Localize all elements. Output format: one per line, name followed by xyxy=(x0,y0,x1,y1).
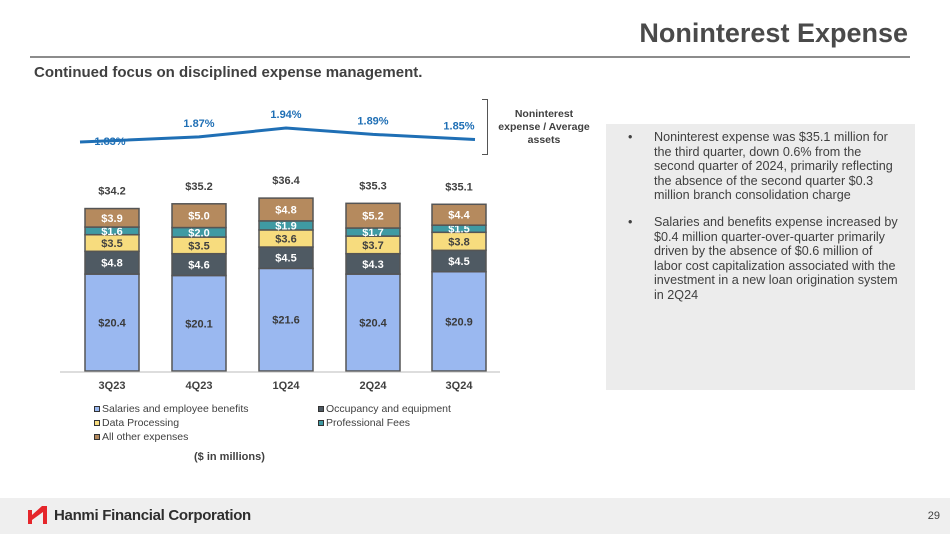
bar-value-label: $4.5 xyxy=(448,256,469,268)
x-tick-label: 2Q24 xyxy=(360,380,388,392)
total-label: $35.3 xyxy=(359,180,387,192)
commentary-panel: • Noninterest expense was $35.1 million f… xyxy=(606,124,915,390)
bar-value-label: $3.8 xyxy=(448,236,469,248)
total-label: $35.1 xyxy=(445,181,473,193)
bar-segment xyxy=(84,273,140,372)
bar-value-label: $20.9 xyxy=(445,316,473,328)
bar-segment xyxy=(171,203,227,229)
ratio-label: Noninterest expense / Average assets xyxy=(498,108,590,146)
legend-swatch xyxy=(94,406,100,412)
bar-value-label: $21.6 xyxy=(272,315,300,327)
bullet-icon: • xyxy=(628,130,633,144)
bar-value-label: $5.0 xyxy=(188,211,209,223)
bar-value-label: $3.6 xyxy=(275,233,296,245)
legend-item: Professional Fees xyxy=(318,417,410,429)
legend-label: Occupancy and equipment xyxy=(326,403,451,415)
bar-value-label: $20.1 xyxy=(185,318,213,330)
hanmi-logo-icon xyxy=(28,506,47,524)
bar-value-label: $3.5 xyxy=(101,238,122,250)
x-tick-label: 1Q24 xyxy=(273,380,301,392)
bar-segment xyxy=(431,270,487,372)
bar-value-label: $3.9 xyxy=(101,213,122,225)
bar-value-label: $4.6 xyxy=(188,260,209,272)
bar-value-label: $20.4 xyxy=(359,318,387,330)
x-tick-label: 3Q24 xyxy=(446,380,474,392)
bullet-text: Noninterest expense was $35.1 million fo… xyxy=(654,130,893,203)
bar-value-label: $4.5 xyxy=(275,253,296,265)
ratio-label: 1.89% xyxy=(357,115,388,127)
ratio-label: 1.83% xyxy=(94,136,125,148)
ratio-label: 1.87% xyxy=(183,118,214,130)
bar-segment xyxy=(345,202,401,229)
x-tick-label: 4Q23 xyxy=(186,380,213,392)
slide-subtitle: Continued focus on disciplined expense m… xyxy=(34,64,423,81)
expense-chart: $20.4$4.8$3.5$1.6$3.9$34.23Q23$20.1$4.6$… xyxy=(60,109,500,392)
bar-value-label: $4.4 xyxy=(448,210,470,222)
legend-label: All other expenses xyxy=(102,431,189,443)
bar-value-label: $2.0 xyxy=(188,227,209,239)
bar-segment xyxy=(84,207,140,228)
ratio-label: 1.85% xyxy=(443,120,474,132)
legend-item: Data Processing xyxy=(94,417,179,429)
bullet-icon: • xyxy=(628,214,633,229)
total-label: $35.2 xyxy=(185,181,213,193)
title-divider xyxy=(30,56,910,58)
company-logo: Hanmi Financial Corporation xyxy=(28,506,251,524)
bar-value-label: $5.2 xyxy=(362,211,383,223)
bar-segment xyxy=(431,203,487,226)
logo-text: Hanmi Financial Corporation xyxy=(54,506,251,524)
slide-title: Noninterest Expense xyxy=(639,18,908,48)
legend-swatch xyxy=(94,420,100,426)
legend-item: Occupancy and equipment xyxy=(318,403,451,415)
bullet-text: Salaries and benefits expense increased … xyxy=(654,214,898,302)
bullet-item: • Salaries and benefits expense increased… xyxy=(624,215,903,303)
bar-value-label: $4.8 xyxy=(275,205,296,217)
total-label: $34.2 xyxy=(98,186,126,198)
legend-item: Salaries and employee benefits xyxy=(94,403,249,415)
legend-label: Professional Fees xyxy=(326,417,411,429)
bar-value-label: $4.3 xyxy=(362,259,383,271)
bar-value-label: $20.4 xyxy=(98,318,126,330)
bar-segment xyxy=(258,197,314,222)
units-note: ($ in millions) xyxy=(194,451,265,463)
page-number: 29 xyxy=(927,510,940,522)
legend-label: Salaries and employee benefits xyxy=(102,403,249,415)
legend-swatch xyxy=(318,420,324,426)
total-label: $36.4 xyxy=(272,175,300,187)
bar-value-label: $3.7 xyxy=(362,240,383,252)
bar-segment xyxy=(258,267,314,372)
bar-value-label: $1.6 xyxy=(101,226,122,238)
footer-bar xyxy=(0,498,950,534)
legend-swatch xyxy=(318,406,324,412)
x-tick-label: 3Q23 xyxy=(99,380,126,392)
legend-item: All other expenses xyxy=(94,431,188,443)
bullet-item: • Noninterest expense was $35.1 million f… xyxy=(624,130,903,203)
bar-value-label: $1.5 xyxy=(448,224,469,236)
ratio-label: 1.94% xyxy=(270,109,301,121)
bar-value-label: $1.7 xyxy=(362,227,383,239)
bar-value-label: $1.9 xyxy=(275,220,296,232)
legend-swatch xyxy=(94,434,100,440)
bar-segment xyxy=(345,273,401,372)
bar-value-label: $3.5 xyxy=(188,240,209,252)
ratio-line xyxy=(79,126,476,144)
legend-label: Data Processing xyxy=(102,417,180,429)
bar-value-label: $4.8 xyxy=(101,258,122,270)
line-bracket xyxy=(482,99,488,155)
